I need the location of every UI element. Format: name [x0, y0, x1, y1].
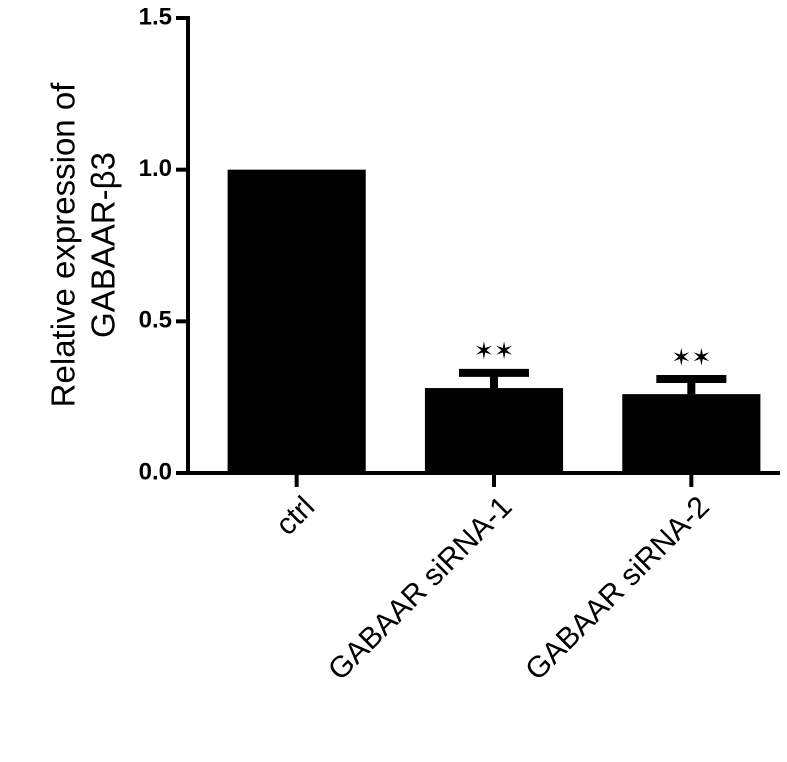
annotation: ✶✶	[474, 338, 514, 365]
annotation: ✶✶	[671, 344, 711, 371]
y-tick-label: 1.5	[139, 3, 172, 30]
error-bar	[656, 374, 727, 395]
y-axis-label: GABAAR-β3	[85, 152, 122, 338]
y-tick-label: 0.5	[139, 307, 172, 334]
x-tick-label: ctrl	[270, 490, 322, 542]
bar	[424, 388, 564, 473]
error-bar	[459, 368, 529, 389]
bar	[622, 394, 761, 473]
y-axis-label: Relative expression of	[45, 82, 82, 407]
y-tick-label: 1.0	[139, 155, 172, 182]
x-tick-label: GABAAR siRNA-2	[519, 490, 716, 687]
x-tick-label: GABAAR siRNA-1	[322, 490, 519, 687]
y-tick-label: 0.0	[139, 458, 172, 485]
bar	[227, 169, 366, 473]
